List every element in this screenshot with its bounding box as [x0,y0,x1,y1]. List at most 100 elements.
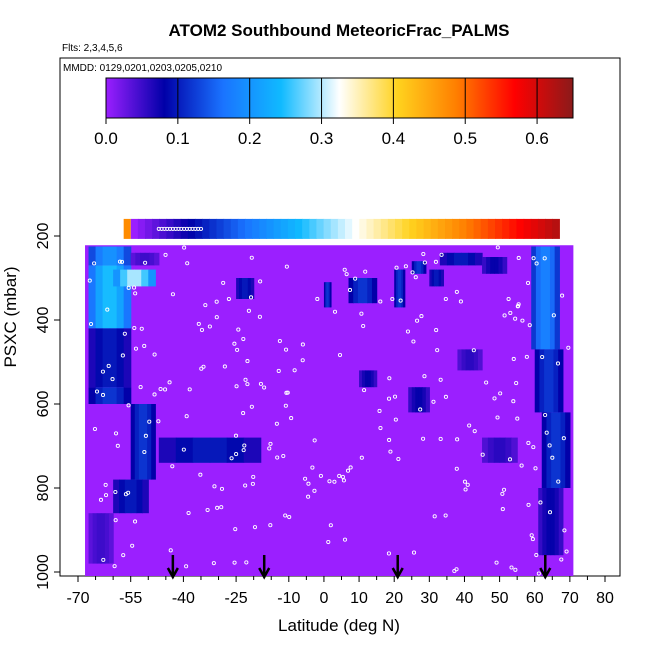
top-band-cell [137,218,146,239]
sample-point [215,505,220,510]
sample-point [467,423,472,428]
sample-point [268,441,273,446]
sample-point [452,568,457,574]
sample-point [203,303,208,308]
sample-point [100,392,106,398]
sample-points [87,226,571,576]
sample-point [152,352,157,357]
x-axis: -70 -55 -40 -25 -10 0 10 20 30 40 50 60 70 80 [66,576,614,607]
sample-point [234,452,239,457]
sample-point [495,415,500,420]
heatmap-cell [123,328,132,388]
sample-point [229,456,234,461]
sample-point [378,425,383,431]
heatmap-cell [102,265,111,329]
heatmap-cell [154,252,160,266]
sample-point [472,429,477,434]
x-tick-label: -25 [225,590,248,607]
top-band-cell [473,218,482,239]
sample-point [100,369,105,374]
sample-point [250,481,255,486]
heatmap-cell [88,513,94,564]
sample-point [241,411,246,416]
sample-point [163,252,168,257]
sample-point [232,560,237,565]
sample-point [219,505,224,510]
sample-point [540,354,545,360]
heatmap-cell [135,252,141,266]
heatmap-cell [371,278,378,304]
sample-point [405,329,411,334]
heatmap-cell [142,479,149,514]
heatmap-layer [85,218,574,576]
heatmap-cell [209,437,228,463]
heatmap-cell [113,269,121,287]
heatmap-cell [149,252,155,266]
sample-point [471,348,476,353]
sample-point [249,404,254,409]
sample-point [243,483,248,488]
sample-point [348,465,353,470]
sample-point [328,523,333,528]
heatmap-cell [546,412,552,488]
heatmap-cell [399,269,402,308]
sample-point [115,443,120,448]
sample-point [542,256,547,261]
heatmap-cell [411,261,415,274]
sample-point [101,557,106,562]
sample-point [434,328,439,333]
heatmap-cell [457,349,463,371]
heatmap-cell [113,479,120,514]
heatmap-cell [247,278,252,299]
sample-point [241,336,246,342]
sample-point [243,377,248,382]
sample-point [480,452,485,457]
top-band-cell [487,218,496,239]
sample-point [418,407,423,412]
sample-point [312,438,317,443]
top-band-cell [323,218,332,239]
sample-point [419,314,424,319]
colorbar-tick-label: 0.3 [310,129,334,148]
heatmap-cell [359,370,363,388]
sample-point [318,473,323,478]
sample-point [185,261,190,266]
sample-point [235,347,240,352]
sample-point [438,436,443,441]
heatmap-cell [461,349,467,371]
heatmap-cell [95,328,104,388]
heatmap-cell [323,282,326,308]
sample-point [186,510,191,516]
y-axis-label: PSXC (mbar) [1,266,20,367]
sample-point [560,293,565,298]
x-tick-label: -40 [172,590,195,607]
heatmap-cell [148,269,156,287]
sample-point [462,479,468,484]
top-band-cell [373,218,382,239]
top-band-cell [452,218,460,239]
sample-point [234,384,239,389]
heatmap-cell [116,387,125,404]
sample-point [536,571,541,576]
heatmap-cell [502,257,508,274]
heatmap-cell [438,269,442,287]
sample-point [463,487,468,492]
sample-point [394,265,399,270]
top-band-cell [223,218,232,239]
sample-point [362,388,367,393]
sample-point [236,327,241,332]
sample-point [121,553,126,558]
arrow-head [539,567,552,580]
sample-point [92,426,98,432]
y-axis: 200 400 600 800 1000 [35,223,60,590]
sample-point [232,341,237,346]
heatmap-cell [130,479,138,514]
heatmap-cell [540,246,546,350]
top-band-cell [423,218,432,239]
heatmap-cell [431,269,435,287]
top-band-cell [345,218,353,239]
heatmap-cell [88,328,97,388]
sample-point [443,513,448,518]
top-band-cell [144,218,153,239]
sample-point [119,259,125,264]
